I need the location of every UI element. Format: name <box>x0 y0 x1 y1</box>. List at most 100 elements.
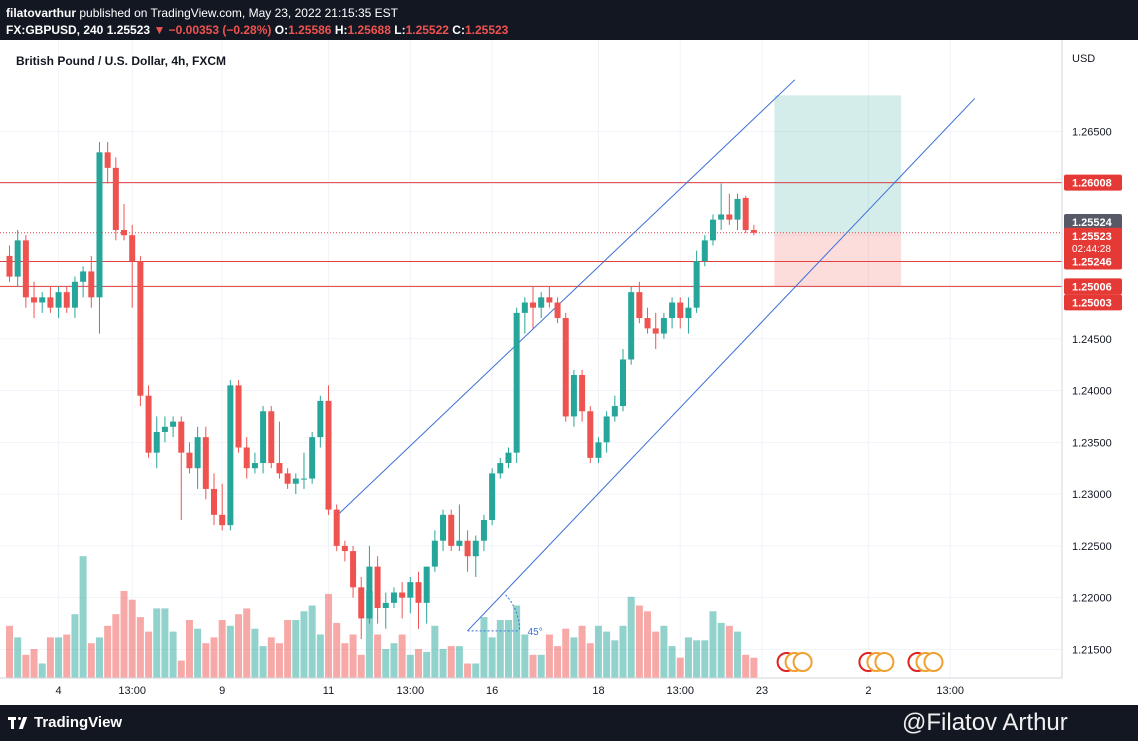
volume-bar <box>521 634 529 678</box>
volume-bar <box>259 646 267 678</box>
volume-bar <box>316 634 324 678</box>
plot-background <box>0 40 1062 678</box>
candle-body <box>530 302 537 308</box>
volume-bar <box>652 631 660 678</box>
chart-title: British Pound / U.S. Dollar, 4h, FXCM <box>16 54 226 68</box>
price-chart[interactable]: 45° British Pound / U.S. Dollar, 4h, FXCM… <box>0 40 1138 705</box>
time-axis-tick: 13:00 <box>666 685 694 697</box>
volume-bar <box>202 643 210 678</box>
volume-bar <box>603 631 611 678</box>
candle-body <box>374 566 381 609</box>
volume-bar <box>136 617 144 678</box>
author-name[interactable]: filatovarthur <box>6 6 77 20</box>
volume-bar <box>660 625 668 678</box>
candle <box>652 312 659 350</box>
candle <box>129 224 136 308</box>
volume-bar <box>112 614 120 678</box>
level-price-tag: 1.26008 <box>1072 178 1112 190</box>
candle-body <box>88 271 95 298</box>
candle <box>620 349 626 412</box>
tradingview-logo[interactable]: TradingView <box>8 714 122 731</box>
candle <box>562 312 569 422</box>
candle <box>276 421 283 479</box>
volume-bar <box>104 625 112 678</box>
candle <box>701 235 708 267</box>
candle-body <box>211 488 217 515</box>
candle-body <box>423 566 430 603</box>
volume-bar <box>38 663 46 678</box>
time-axis-tick: 23 <box>756 685 768 697</box>
symbol-label[interactable]: FX:GBPUSD, 240 <box>6 23 104 37</box>
candle <box>677 297 684 329</box>
candle-body <box>358 587 365 619</box>
price-axis-tick: 1.23000 <box>1072 489 1112 501</box>
chart-area[interactable]: 45° British Pound / U.S. Dollar, 4h, FXCM… <box>0 40 1138 705</box>
channel-trendline <box>336 79 796 517</box>
candle-body <box>431 540 438 567</box>
candle-body <box>350 551 357 588</box>
volume-bar <box>627 596 635 678</box>
tradingview-logo-icon <box>8 716 28 729</box>
price-axis-tick: 1.24000 <box>1072 386 1112 398</box>
price-axis-tick: 1.23500 <box>1072 437 1112 449</box>
candle <box>14 230 21 287</box>
candle <box>366 545 373 624</box>
candle-body <box>235 385 242 448</box>
candle-body <box>562 318 569 417</box>
volume-bar <box>210 637 218 678</box>
candle <box>513 307 520 464</box>
prev-close-tag: 1.25524 <box>1072 217 1113 229</box>
candle-body <box>55 292 62 308</box>
volume-bar <box>185 620 193 678</box>
candle-body <box>137 261 144 396</box>
candle <box>88 255 95 308</box>
candle-body <box>39 297 46 303</box>
candle <box>464 530 471 572</box>
candle-body <box>202 437 209 489</box>
candle <box>309 431 316 484</box>
candle-body <box>22 240 29 298</box>
candle-body <box>284 473 291 484</box>
price-axis-tick: 1.26500 <box>1072 127 1112 139</box>
candle <box>521 297 528 334</box>
candle <box>292 473 299 495</box>
candle-body <box>701 240 708 262</box>
candle-body <box>300 478 307 480</box>
candle <box>685 297 692 334</box>
candle <box>390 587 397 609</box>
volume-bar <box>570 637 578 678</box>
time-axis-tick: 11 <box>323 685 334 697</box>
volume-bar <box>390 643 398 678</box>
author-watermark: @Filatov Arthur <box>902 709 1068 736</box>
candle <box>538 292 545 319</box>
volume-bar <box>554 646 562 678</box>
candle-body <box>513 312 520 453</box>
close-value: 1.25523 <box>464 23 509 37</box>
candle <box>350 545 357 598</box>
candle <box>300 452 307 489</box>
volume-bar <box>226 625 234 678</box>
candle <box>325 385 332 515</box>
volume-bar <box>169 631 177 678</box>
candle <box>399 582 406 619</box>
candle-body <box>268 411 275 464</box>
candle <box>742 195 749 234</box>
volume-bar <box>562 628 570 678</box>
volume-bar <box>644 611 652 678</box>
candle-body <box>587 411 594 458</box>
candle <box>456 504 463 552</box>
candle-body <box>448 514 455 546</box>
candle-body <box>276 463 283 474</box>
candle-body <box>170 421 177 427</box>
candle-body <box>71 281 78 308</box>
volume-bar <box>218 620 226 678</box>
volume-bar <box>693 640 701 678</box>
volume-bar <box>611 640 619 678</box>
candle <box>415 571 422 629</box>
candle-body <box>31 297 38 303</box>
candle-body <box>333 509 340 546</box>
candle <box>63 286 70 313</box>
candle <box>570 369 577 427</box>
volume-bar <box>95 637 103 678</box>
volume-bar <box>742 654 750 678</box>
